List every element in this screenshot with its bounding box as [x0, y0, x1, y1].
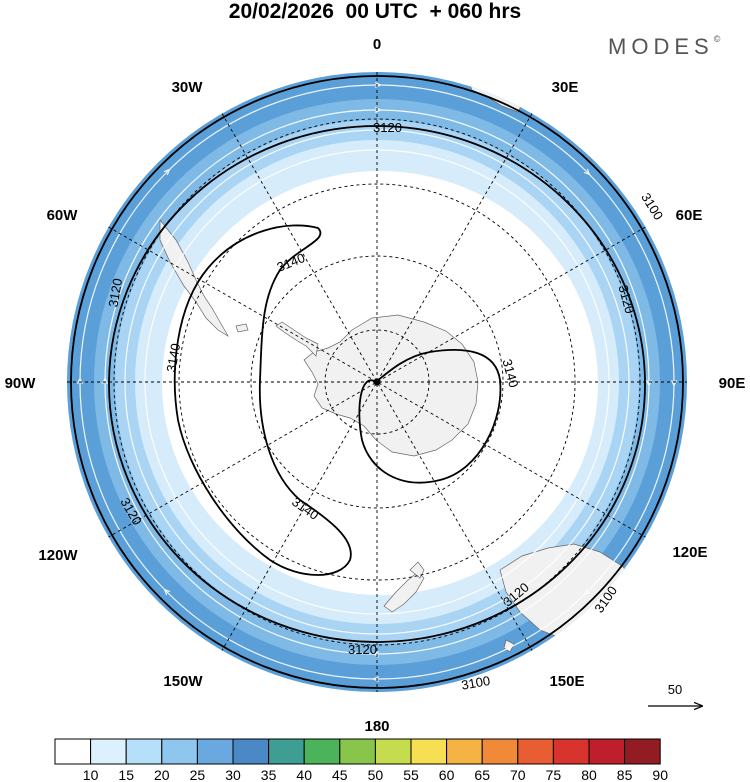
colorbar-swatch [125, 738, 163, 765]
lon-label-150w: 150W [163, 673, 203, 690]
colorbar-label: 90 [652, 767, 668, 782]
meridian [221, 113, 533, 651]
brand-logo: MODES© [608, 34, 720, 60]
lon-label-90e: 90E [719, 375, 746, 392]
colorbar-label: 20 [154, 767, 170, 782]
streamline-arrow [165, 590, 167, 592]
south-pole-marker [373, 378, 381, 386]
lon-label-30w: 30W [172, 79, 204, 96]
latitude-circle [250, 255, 504, 509]
colorbar-label: 55 [403, 767, 419, 782]
colorbar-label: 30 [225, 767, 241, 782]
lon-label-60e: 60E [676, 207, 703, 224]
contour-label: 3140 [499, 357, 521, 389]
lon-label-60w: 60W [47, 207, 79, 224]
colorbar-swatch [161, 738, 198, 765]
colorbar-swatch [410, 738, 448, 765]
colorbar-label: 10 [83, 767, 99, 782]
antarctic-peninsula [275, 321, 319, 357]
contour-label: 3120 [373, 120, 402, 135]
lon-label-120w: 120W [38, 547, 78, 564]
colorbar-label: 75 [546, 767, 562, 782]
colorbar-swatch [196, 738, 234, 765]
colorbar-swatch [517, 738, 554, 765]
streamline-arrow [167, 170, 169, 172]
map-title: 20/02/2026 00 UTC + 060 hrs [228, 0, 522, 23]
copyright-mark: © [713, 33, 721, 44]
new-zealand-south [383, 571, 425, 613]
new-zealand-north [409, 561, 425, 579]
contour-3140-west [173, 224, 352, 576]
colorbar-swatch [232, 738, 270, 765]
colorbar-swatch [303, 738, 341, 765]
streamline-arrow [587, 172, 589, 174]
colorbar: 10 15 20 25 30 35 40 45 50 55 60 65 70 75 80 85 90 [54, 738, 668, 782]
contour-3120 [108, 125, 646, 643]
contour-3140-east [358, 349, 502, 484]
lon-label-120e: 120E [672, 544, 707, 561]
colorbar-swatch [481, 738, 519, 765]
latitude-circle [178, 183, 576, 581]
colorbar-swatch [588, 738, 626, 765]
colorbar-label: 65 [474, 767, 490, 782]
longitude-labels: 0 30E 60E 90E 120E 150E 180 150W 120W 90… [5, 36, 746, 735]
colorbar-swatch [268, 738, 305, 765]
colorbar-swatch [339, 738, 376, 765]
colorbar-swatch [552, 738, 590, 765]
brand-name: MODES [608, 34, 714, 59]
reference-vector-label: 50 [668, 682, 682, 697]
falkland-islands [235, 323, 249, 333]
lon-label-30e: 30E [552, 79, 579, 96]
streamline-ring [124, 129, 630, 635]
contour-label: 3100 [460, 673, 491, 693]
lon-label-90w: 90W [5, 375, 37, 392]
contour-3100 [70, 75, 684, 689]
height-contours [70, 75, 684, 689]
meridian [108, 226, 646, 538]
colorbar-label: 60 [439, 767, 455, 782]
colorbar-label: 80 [581, 767, 597, 782]
streamline-arrow [585, 592, 587, 594]
lon-label-0: 0 [373, 36, 381, 53]
colorbar-label: 70 [510, 767, 526, 782]
colorbar-label: 25 [190, 767, 206, 782]
south-america [159, 219, 229, 337]
colorbar-label: 50 [368, 767, 384, 782]
lon-label-180: 180 [364, 718, 389, 735]
colorbar-swatch [374, 738, 412, 765]
colorbar-swatch [54, 738, 92, 765]
colorbar-label: 35 [261, 767, 277, 782]
colorbar-swatch [446, 738, 483, 765]
colorbar-label: 15 [118, 767, 134, 782]
antarctica [303, 314, 479, 457]
contour-label: 3140 [163, 342, 183, 373]
reference-vector: 50 [648, 682, 702, 706]
contour-label: 3100 [638, 190, 666, 222]
contour-label: 3120 [105, 277, 125, 308]
contour-label: 3120 [615, 283, 637, 315]
colorbar-label: 40 [296, 767, 312, 782]
colorbar-label: 85 [617, 767, 633, 782]
meridian [221, 113, 533, 651]
lon-label-150e: 150E [549, 673, 584, 690]
colorbar-label: 45 [332, 767, 348, 782]
meridian [108, 226, 646, 538]
colorbar-swatch [90, 738, 127, 765]
colorbar-swatch [624, 738, 661, 765]
graticule [67, 72, 687, 692]
contour-label: 3120 [348, 642, 377, 657]
